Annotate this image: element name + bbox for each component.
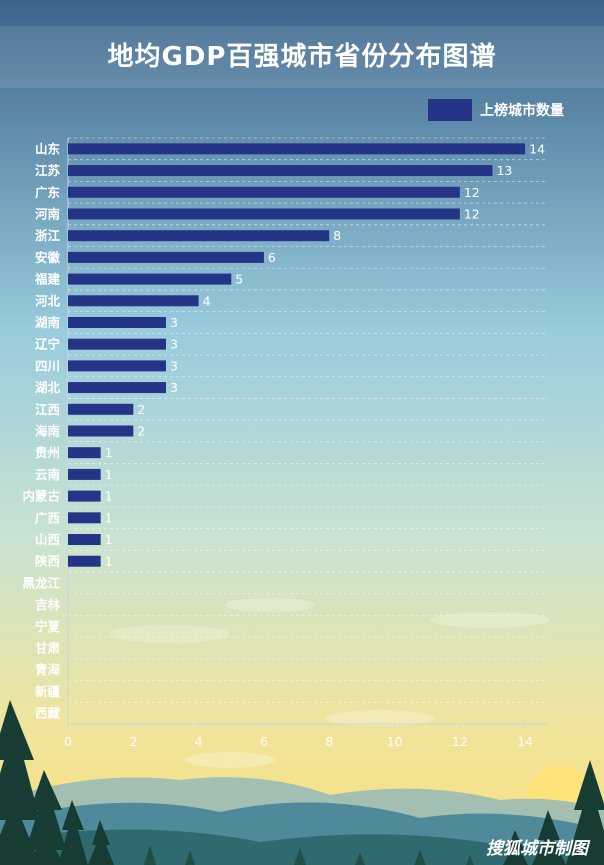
data-label: 1 [105, 489, 113, 504]
data-label: 1 [105, 445, 113, 460]
data-label: 5 [235, 272, 243, 287]
x-tick-label: 12 [452, 734, 468, 749]
data-label: 3 [170, 315, 178, 330]
data-label: 12 [464, 206, 480, 221]
bar [68, 360, 166, 372]
bar [68, 208, 460, 220]
credit-text: 搜狐城市制图 [486, 839, 588, 859]
legend-label: 上榜城市数量 [480, 103, 564, 119]
data-label: 1 [105, 467, 113, 482]
category-label: 甘肃 [35, 641, 61, 656]
bar [68, 165, 493, 177]
category-label: 山西 [35, 532, 60, 547]
category-label: 河北 [35, 293, 61, 308]
data-label: 3 [170, 337, 178, 352]
bar [68, 251, 264, 263]
bar [68, 534, 101, 546]
category-label: 西藏 [35, 706, 61, 721]
category-label: 陕西 [35, 554, 60, 569]
data-label: 12 [464, 185, 480, 200]
x-tick-label: 8 [325, 734, 333, 749]
data-label: 3 [170, 380, 178, 395]
category-label: 湖北 [35, 380, 61, 395]
x-tick-label: 4 [195, 734, 203, 749]
data-label: 14 [529, 141, 545, 156]
bar [68, 143, 526, 155]
legend-swatch [428, 99, 472, 121]
bar [68, 425, 134, 437]
legend: 上榜城市数量 [428, 98, 564, 122]
category-label: 浙江 [35, 228, 61, 243]
data-label: 2 [137, 402, 145, 417]
category-label: 青海 [35, 662, 61, 677]
category-label: 云南 [35, 467, 61, 482]
x-tick-label: 14 [517, 734, 533, 749]
category-label: 山东 [35, 141, 61, 156]
category-label: 新疆 [35, 684, 61, 699]
bar [68, 230, 330, 242]
x-tick-label: 2 [129, 734, 137, 749]
x-tick-label: 10 [387, 734, 403, 749]
bar [68, 512, 101, 524]
data-label: 13 [496, 163, 512, 178]
category-label: 黑龙江 [22, 575, 60, 590]
data-label: 8 [333, 228, 341, 243]
category-label: 吉林 [35, 597, 61, 612]
bar [68, 186, 460, 198]
category-label: 湖南 [35, 315, 61, 330]
bar [68, 490, 101, 502]
chart-title: 地均GDP百强城市省份分布图谱 [107, 42, 497, 72]
category-label: 广西 [35, 510, 60, 525]
bar [68, 468, 101, 480]
category-label: 安徽 [35, 250, 61, 265]
category-label: 江苏 [35, 163, 61, 178]
category-label: 福建 [34, 272, 61, 287]
bar [68, 316, 166, 328]
data-label: 2 [137, 424, 145, 439]
category-label: 江西 [35, 402, 60, 417]
x-tick-label: 0 [64, 734, 72, 749]
bar [68, 295, 199, 307]
bar [68, 555, 101, 567]
data-label: 1 [105, 532, 113, 547]
x-tick-label: 6 [260, 734, 268, 749]
title-band [0, 26, 604, 88]
category-label: 海南 [35, 424, 61, 439]
bar [68, 338, 166, 350]
data-label: 1 [105, 510, 113, 525]
data-label: 4 [203, 293, 211, 308]
category-label: 贵州 [35, 445, 60, 460]
data-label: 3 [170, 358, 178, 373]
bar [68, 382, 166, 394]
bar [68, 273, 232, 285]
bar [68, 403, 134, 415]
data-label: 1 [105, 554, 113, 569]
category-label: 宁夏 [35, 619, 61, 634]
category-label: 辽宁 [35, 337, 60, 352]
category-label: 内蒙古 [22, 489, 60, 504]
bar [68, 447, 101, 459]
category-label: 河南 [35, 206, 61, 221]
category-label: 四川 [35, 358, 60, 373]
data-label: 6 [268, 250, 276, 265]
category-label: 广东 [35, 185, 61, 200]
